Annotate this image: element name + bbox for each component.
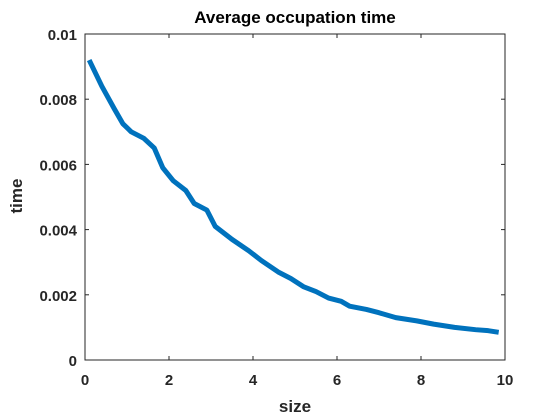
x-tick-label: 6 (333, 372, 341, 389)
y-tick-label: 0.008 (39, 92, 77, 109)
x-tick-label: 10 (497, 372, 514, 389)
x-axis-label: size (279, 397, 311, 416)
chart-title: Average occupation time (194, 8, 396, 27)
y-axis-label: time (7, 179, 26, 214)
y-tick-label: 0.002 (39, 288, 77, 305)
x-tick-label: 4 (249, 372, 258, 389)
y-tick-label: 0.01 (48, 27, 77, 44)
plot-area (84, 33, 506, 361)
y-tick-label: 0.006 (39, 157, 77, 174)
x-tick-label: 0 (81, 372, 89, 389)
x-tick-label: 8 (417, 372, 425, 389)
y-tick-label: 0 (69, 353, 77, 370)
x-tick-label: 2 (165, 372, 173, 389)
series-line-1 (86, 58, 500, 335)
y-tick-label: 0.004 (39, 223, 77, 240)
